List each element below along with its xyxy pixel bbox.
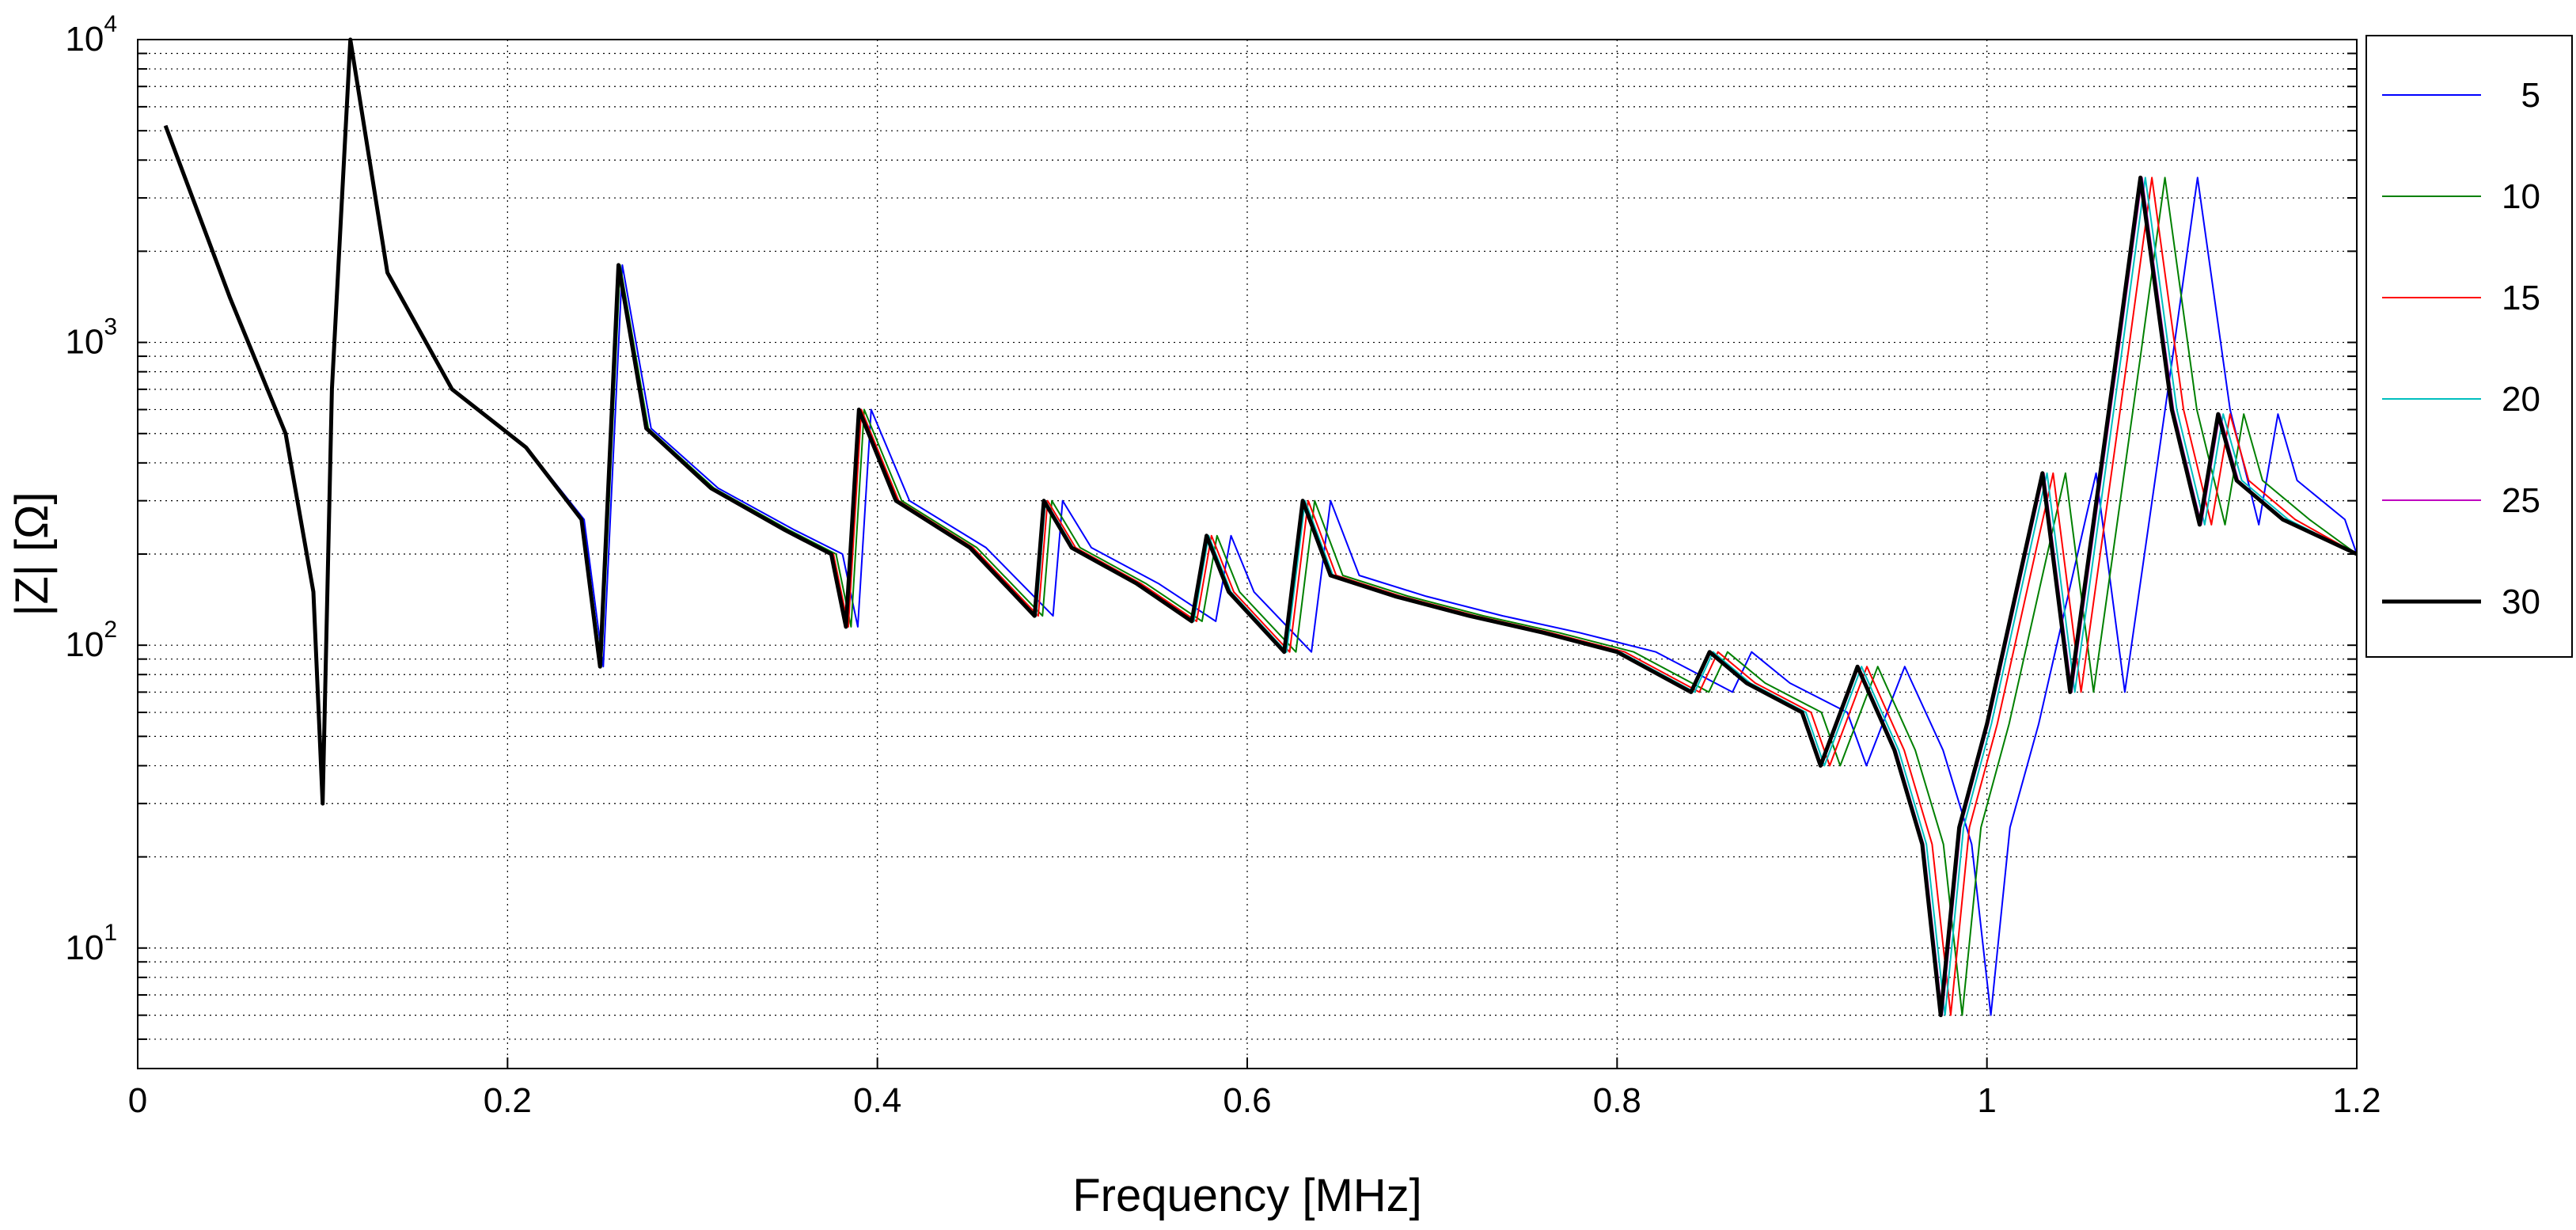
y-tick-base: 10 bbox=[65, 928, 104, 967]
legend-label-30: 30 bbox=[2502, 583, 2540, 621]
x-tick-label: 0 bbox=[128, 1081, 147, 1120]
y-tick-base: 10 bbox=[65, 20, 104, 59]
x-tick-label: 0.6 bbox=[1223, 1081, 1271, 1120]
legend-label-15: 15 bbox=[2502, 279, 2540, 317]
y-axis-label: |Z| [Ω] bbox=[6, 492, 58, 616]
y-tick-exponent: 4 bbox=[104, 11, 117, 37]
x-axis-label: Frequency [MHz] bbox=[1072, 1170, 1422, 1221]
y-tick-base: 10 bbox=[65, 625, 104, 664]
y-tick-base: 10 bbox=[65, 323, 104, 362]
legend-label-25: 25 bbox=[2502, 481, 2540, 520]
y-tick-exponent: 1 bbox=[104, 920, 117, 946]
x-tick-label: 1.2 bbox=[2332, 1081, 2381, 1120]
legend: 5 10 15 20 25 30 bbox=[2365, 35, 2573, 658]
x-tick-label: 1 bbox=[1977, 1081, 1996, 1120]
legend-label-20: 20 bbox=[2502, 380, 2540, 419]
series-lines bbox=[163, 37, 2358, 1018]
y-tick-label: 101 bbox=[65, 920, 117, 967]
legend-label-5: 5 bbox=[2521, 76, 2540, 115]
grid-lines bbox=[137, 39, 2358, 1069]
y-tick-exponent: 2 bbox=[104, 617, 117, 643]
y-tick-exponent: 3 bbox=[104, 314, 117, 340]
y-tick-label: 103 bbox=[65, 314, 117, 362]
x-tick-label: 0.2 bbox=[484, 1081, 532, 1120]
x-tick-label: 0.4 bbox=[853, 1081, 901, 1120]
y-tick-label: 104 bbox=[65, 11, 117, 59]
y-tick-label: 102 bbox=[65, 617, 117, 664]
legend-label-10: 10 bbox=[2502, 177, 2540, 216]
x-tick-label: 0.8 bbox=[1593, 1081, 1641, 1120]
legend-box bbox=[2365, 35, 2573, 658]
series-line-30 bbox=[163, 37, 2358, 1018]
